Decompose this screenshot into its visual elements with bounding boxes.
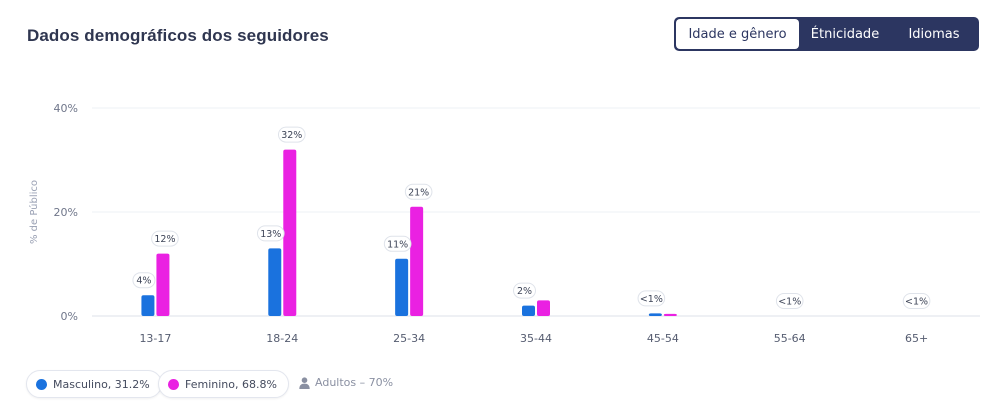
male-color-dot	[36, 378, 47, 390]
bar-female-35-44[interactable]	[537, 300, 550, 316]
bar-male-35-44[interactable]	[522, 305, 535, 316]
data-label-female-25-34: 21%	[404, 183, 433, 200]
data-label-female-13-17: 12%	[151, 230, 179, 247]
bar-female-45-54[interactable]	[663, 313, 677, 316]
x-tick-label: 55-64	[774, 332, 806, 345]
data-label-male-65+-text: <1%	[905, 297, 928, 308]
x-tick-label: 35-44	[520, 332, 552, 345]
data-label-male-13-17-pill	[132, 272, 156, 289]
data-label-male-35-44-pill	[513, 282, 536, 299]
data-label-male-45-54-text: <1%	[640, 294, 663, 305]
page-title: Dados demográficos dos seguidores	[27, 26, 329, 45]
data-label-female-25-34-text: 21%	[408, 187, 429, 198]
data-label-male-25-34-pill	[383, 235, 412, 252]
data-label-male-35-44: 2%	[513, 282, 536, 299]
data-label-male-55-64-text: <1%	[778, 297, 801, 308]
data-label-female-18-24-pill	[277, 126, 306, 143]
data-label-male-18-24-text: 13%	[260, 229, 281, 240]
legend-male-label: Masculino, 31.2%	[53, 377, 150, 391]
x-tick-label: 18-24	[266, 332, 298, 345]
data-label-female-13-17-text: 12%	[154, 234, 175, 245]
demographics-tabs: Idade e gênero Étnicidade Idiomas	[674, 17, 979, 51]
data-label-male-55-64: <1%	[775, 293, 804, 309]
bar-male-13-17[interactable]	[141, 295, 155, 316]
data-label-male-45-54: <1%	[637, 290, 666, 307]
data-label-male-18-24: 13%	[256, 225, 285, 242]
bar-male-45-54[interactable]	[648, 313, 662, 316]
y-tick-label: 0%	[61, 310, 78, 323]
data-label-male-65+: <1%	[902, 293, 931, 309]
user-icon	[299, 376, 310, 389]
legend-male[interactable]: Masculino, 31.2%	[26, 370, 162, 398]
x-tick-label: 25-34	[393, 332, 425, 345]
tab-age-gender[interactable]: Idade e gênero	[676, 19, 799, 49]
female-color-dot	[168, 378, 179, 390]
data-label-male-13-17: 4%	[132, 272, 156, 289]
y-tick-label: 20%	[54, 206, 78, 219]
data-label-male-25-34: 11%	[383, 235, 412, 252]
bar-female-13-17[interactable]	[156, 253, 170, 316]
adults-summary: Adultos – 70%	[299, 376, 393, 389]
x-tick-label: 13-17	[139, 332, 171, 345]
data-label-male-55-64-pill	[775, 293, 804, 309]
data-label-male-45-54-pill	[637, 290, 666, 307]
x-tick-label: 65+	[905, 332, 928, 345]
data-label-male-65+-pill	[902, 293, 931, 309]
data-label-male-13-17-text: 4%	[136, 276, 151, 287]
legend-female[interactable]: Feminino, 68.8%	[158, 370, 289, 398]
data-label-female-13-17-pill	[151, 230, 179, 247]
data-label-female-25-34-pill	[404, 183, 433, 200]
x-tick-label: 45-54	[647, 332, 679, 345]
data-label-female-18-24-text: 32%	[281, 130, 302, 141]
data-label-male-35-44-text: 2%	[517, 286, 532, 297]
data-label-male-18-24-pill	[256, 225, 285, 242]
bar-male-25-34[interactable]	[395, 258, 409, 316]
tab-ethnicity[interactable]: Étnicidade	[810, 26, 880, 42]
age-gender-bar-chart: 0% 20% 40% % de Público 4% 12% 13% 32% 11% 21% 2…	[28, 102, 980, 345]
data-label-male-25-34-text: 11%	[387, 239, 408, 250]
y-axis-label: % de Público	[28, 180, 40, 244]
y-tick-label: 40%	[54, 102, 78, 115]
adults-label: Adultos – 70%	[315, 376, 394, 389]
legend-female-label: Feminino, 68.8%	[185, 377, 277, 391]
bar-male-18-24[interactable]	[268, 248, 282, 316]
data-label-female-18-24: 32%	[277, 126, 306, 143]
bar-female-25-34[interactable]	[410, 206, 424, 316]
tab-languages[interactable]: Idiomas	[908, 26, 960, 42]
bar-female-18-24[interactable]	[283, 149, 297, 316]
